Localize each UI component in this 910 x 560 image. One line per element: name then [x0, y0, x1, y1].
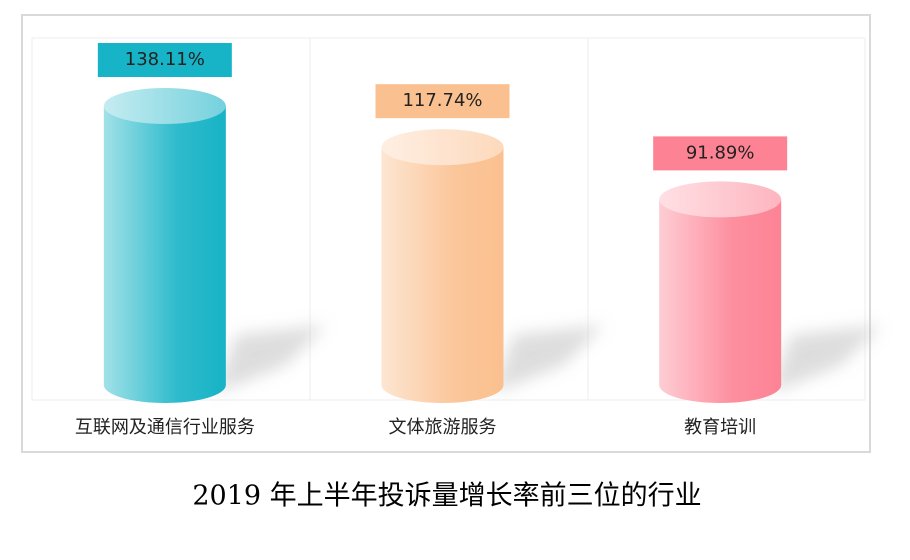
bar-bottom — [659, 367, 782, 403]
bar-top — [103, 88, 226, 125]
shadow — [493, 325, 604, 393]
value-label: 91.89% — [686, 142, 755, 163]
value-label-box — [97, 43, 232, 78]
bar-top — [381, 129, 504, 166]
value-label: 117.74% — [402, 90, 482, 111]
value-label-box — [653, 136, 788, 171]
x-tick-label: 教育培训 — [684, 417, 756, 438]
bar — [659, 181, 782, 403]
bar-body — [103, 106, 226, 386]
shadow — [771, 325, 882, 393]
bar — [381, 129, 504, 403]
bar-top — [659, 181, 782, 218]
bar-bottom — [381, 367, 504, 403]
value-label: 138.11% — [125, 49, 205, 70]
bar-body — [381, 147, 504, 385]
x-tick-label: 文体旅游服务 — [389, 417, 497, 438]
chart-title: 2019 年上半年投诉量增长率前三位的行业 — [192, 481, 701, 512]
bar-body — [659, 199, 782, 385]
value-label-box — [375, 84, 510, 119]
bar-bottom — [103, 367, 226, 403]
x-tick-label: 互联网及通信行业服务 — [75, 417, 255, 438]
shadow — [215, 325, 326, 393]
bar — [103, 88, 226, 403]
